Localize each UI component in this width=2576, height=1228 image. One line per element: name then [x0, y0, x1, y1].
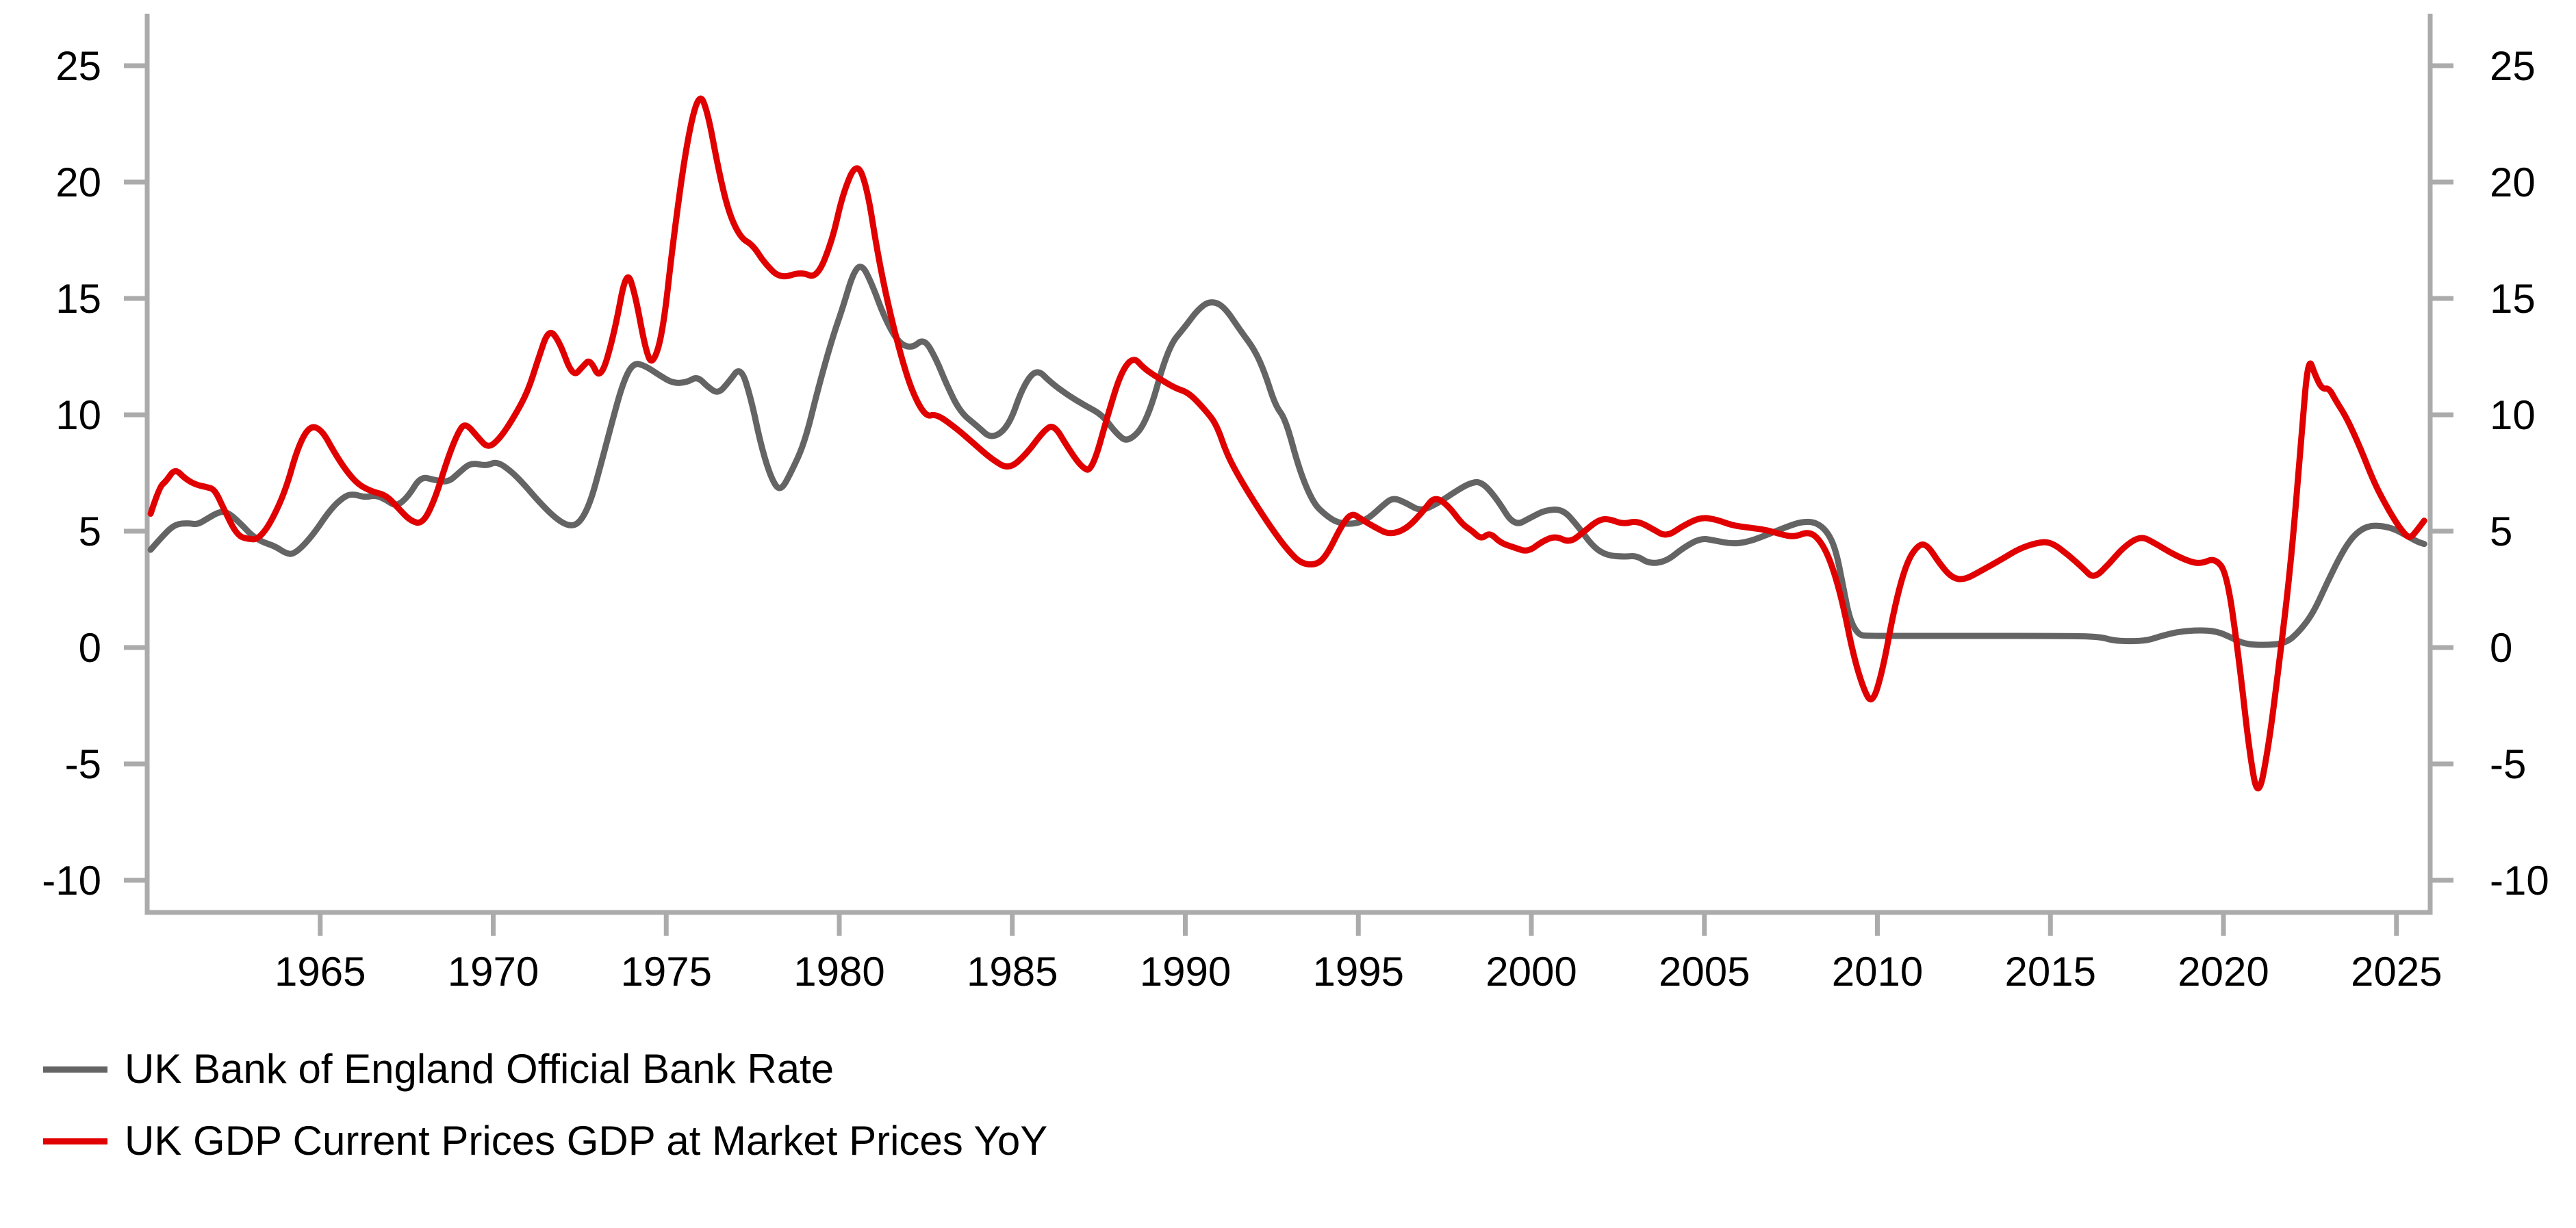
- y-ticks: 25 25 20 20 15 15 10 10 5 5 0 0 -5 -5 -10 -10: [42, 43, 2549, 904]
- y-tick-label-left: -10: [42, 858, 101, 904]
- x-tick-label: 2005: [1659, 949, 1750, 995]
- y-tick-label-left: 5: [79, 509, 101, 554]
- y-tick-label-left: 25: [55, 43, 101, 89]
- y-tick-label-left: -5: [65, 741, 101, 787]
- gdp-line: [147, 95, 2427, 792]
- y-tick-label-left: 0: [79, 625, 101, 671]
- y-tick-label-right: 5: [2490, 509, 2512, 554]
- bank-rate-line: [147, 264, 2427, 648]
- legend-item-bank-rate: UK Bank of England Official Bank Rate: [43, 1048, 1047, 1090]
- legend-item-gdp: UK GDP Current Prices GDP at Market Pric…: [43, 1120, 1047, 1162]
- y-tick-label-right: 15: [2490, 276, 2536, 322]
- y-tick-label-left: 15: [55, 276, 101, 322]
- x-tick-label: 1995: [1313, 949, 1404, 995]
- x-tick-label: 1980: [793, 949, 884, 995]
- x-tick-label: 2015: [2005, 949, 2096, 995]
- x-tick-label: 1970: [448, 949, 539, 995]
- y-tick-label-left: 20: [55, 159, 101, 205]
- y-tick-label-right: -10: [2490, 858, 2549, 904]
- x-ticks: 1965 1970 1975 1980 1985 1990 1995 2000 2005 2010…: [275, 912, 2442, 995]
- y-tick-label-right: 20: [2490, 159, 2536, 205]
- y-tick-label-right: 10: [2490, 392, 2536, 438]
- bank-rate-legend-swatch-icon: [43, 1066, 107, 1073]
- x-tick-label: 2020: [2178, 949, 2269, 995]
- y-tick-label-right: 25: [2490, 43, 2536, 89]
- legend-label-gdp: UK GDP Current Prices GDP at Market Pric…: [125, 1118, 1048, 1164]
- x-tick-label: 2025: [2351, 949, 2442, 995]
- x-tick-label: 1975: [621, 949, 712, 995]
- x-tick-label: 1965: [275, 949, 366, 995]
- legend: UK Bank of England Official Bank Rate UK…: [43, 1048, 1047, 1162]
- y-tick-label-right: 0: [2490, 625, 2512, 671]
- y-tick-label-right: -5: [2490, 741, 2526, 787]
- x-tick-label: 1990: [1140, 949, 1231, 995]
- x-tick-label: 2000: [1485, 949, 1577, 995]
- gdp-legend-swatch-icon: [43, 1138, 107, 1144]
- x-tick-label: 2010: [1832, 949, 1923, 995]
- x-tick-label: 1985: [967, 949, 1058, 995]
- legend-label-bank-rate: UK Bank of England Official Bank Rate: [125, 1046, 834, 1092]
- y-tick-label-left: 10: [55, 392, 101, 438]
